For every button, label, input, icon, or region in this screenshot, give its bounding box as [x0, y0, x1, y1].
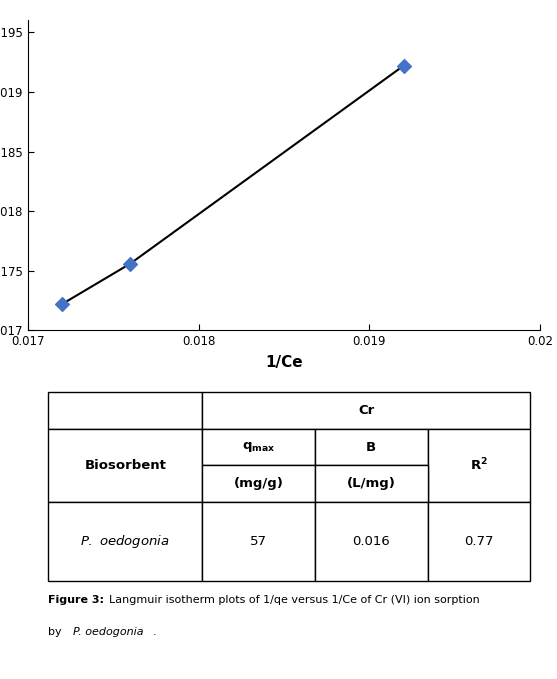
Text: .: . [153, 627, 156, 638]
Point [399, 60, 408, 71]
Bar [202, 465, 315, 502]
Text: Biosorbent: Biosorbent [84, 459, 166, 472]
Text: B: B [366, 441, 376, 454]
Text: Figure 3:: Figure 3: [48, 595, 104, 605]
Text: Langmuir isotherm plots of 1/qe versus 1/Ce of Cr (VI) ion sorption: Langmuir isotherm plots of 1/qe versus 1… [109, 595, 480, 605]
Point [126, 258, 135, 269]
Point [57, 299, 66, 310]
Bar [48, 392, 202, 428]
Bar [202, 392, 530, 428]
Bar [48, 502, 202, 581]
Text: (mg/g): (mg/g) [233, 477, 284, 490]
Bar [315, 465, 428, 502]
Text: (L/mg): (L/mg) [347, 477, 395, 490]
Bar [428, 428, 530, 502]
Text: $\mathbf{R^2}$: $\mathbf{R^2}$ [470, 457, 488, 474]
Text: Cr: Cr [358, 404, 374, 417]
Text: P. oedogonia: P. oedogonia [73, 627, 144, 638]
Text: $\mathit{P.\ oedogonia}$: $\mathit{P.\ oedogonia}$ [80, 533, 170, 550]
Bar [428, 502, 530, 581]
Text: $\mathbf{q_{max}}$: $\mathbf{q_{max}}$ [242, 440, 275, 454]
Bar [315, 502, 428, 581]
Bar [202, 428, 315, 465]
Text: by: by [48, 627, 66, 638]
Text: 57: 57 [250, 535, 267, 548]
Text: 0.016: 0.016 [353, 535, 390, 548]
Text: 0.77: 0.77 [464, 535, 494, 548]
Bar [202, 502, 315, 581]
Bar [48, 428, 202, 502]
Bar [315, 428, 428, 465]
X-axis label: 1/Ce: 1/Ce [265, 355, 303, 370]
